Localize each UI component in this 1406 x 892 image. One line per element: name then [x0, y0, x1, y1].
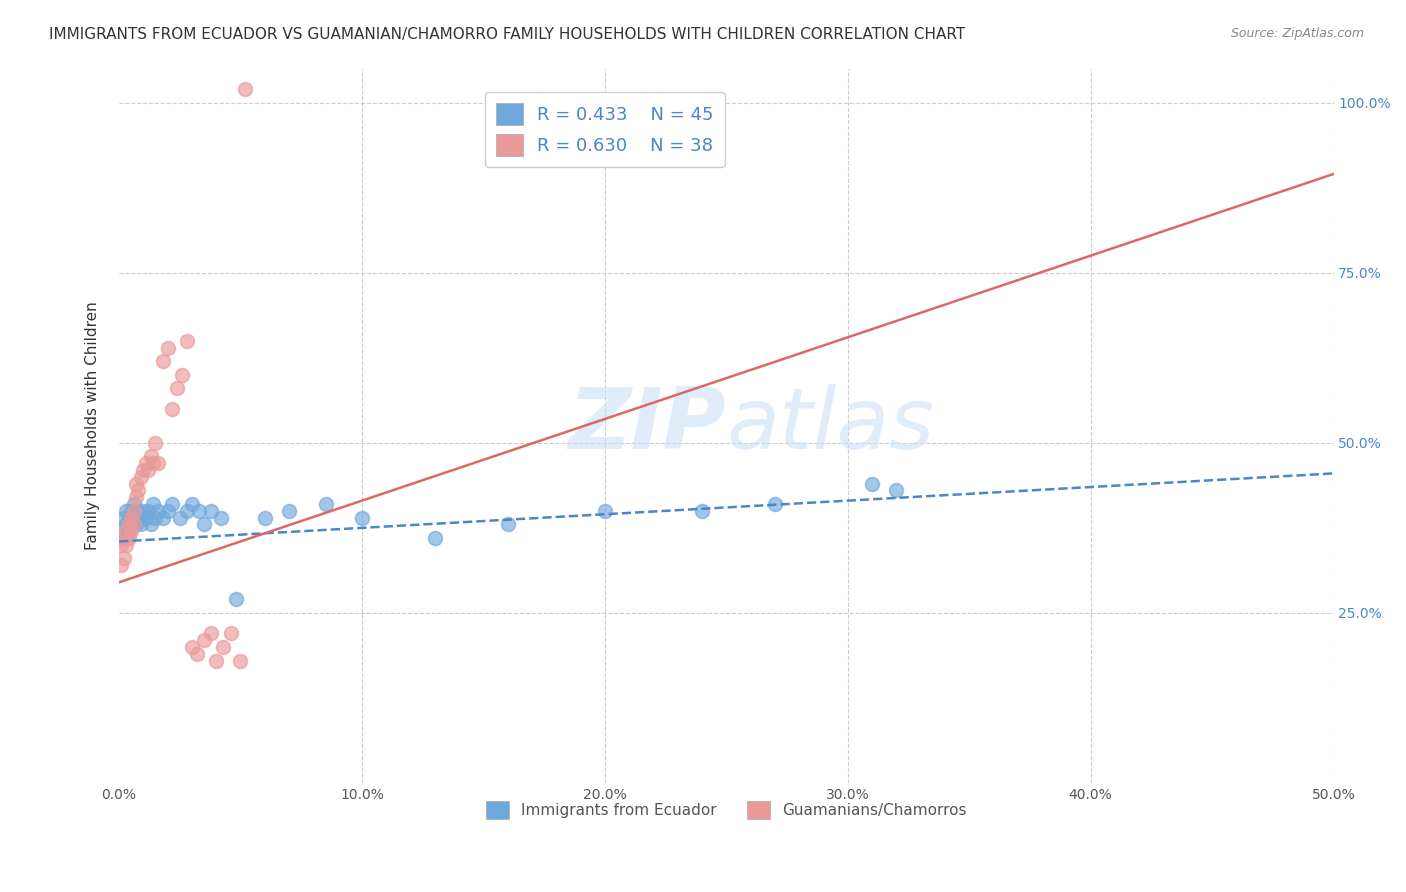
- Point: [350, 510, 373, 524]
- Point: [136, 463, 159, 477]
- Point: [135, 510, 157, 524]
- Point: [118, 524, 141, 539]
- Point: [763, 497, 786, 511]
- Point: [115, 504, 138, 518]
- Point: [253, 510, 276, 524]
- Point: [118, 510, 141, 524]
- Point: [120, 510, 142, 524]
- Point: [122, 497, 145, 511]
- Point: [139, 517, 162, 532]
- Point: [152, 354, 174, 368]
- Point: [127, 510, 149, 524]
- Point: [180, 640, 202, 654]
- Point: [212, 640, 235, 654]
- Point: [496, 517, 519, 532]
- Point: [136, 504, 159, 518]
- Point: [129, 470, 152, 484]
- Text: Source: ZipAtlas.com: Source: ZipAtlas.com: [1230, 27, 1364, 40]
- Point: [162, 497, 184, 511]
- Point: [125, 476, 148, 491]
- Point: [200, 504, 222, 518]
- Legend: Immigrants from Ecuador, Guamanians/Chamorros: Immigrants from Ecuador, Guamanians/Cham…: [479, 795, 973, 825]
- Point: [156, 341, 179, 355]
- Point: [593, 504, 616, 518]
- Point: [193, 633, 215, 648]
- Point: [142, 497, 165, 511]
- Point: [860, 476, 883, 491]
- Point: [225, 592, 247, 607]
- Point: [145, 510, 167, 524]
- Point: [142, 456, 165, 470]
- Point: [139, 450, 162, 464]
- Point: [132, 463, 155, 477]
- Point: [115, 517, 138, 532]
- Point: [112, 531, 135, 545]
- Point: [209, 510, 232, 524]
- Point: [166, 381, 188, 395]
- Y-axis label: Family Households with Children: Family Households with Children: [86, 301, 100, 550]
- Point: [129, 517, 152, 532]
- Point: [176, 334, 198, 348]
- Point: [278, 504, 301, 518]
- Point: [235, 82, 257, 96]
- Point: [200, 626, 222, 640]
- Point: [122, 504, 145, 518]
- Point: [172, 368, 194, 382]
- Point: [118, 517, 141, 532]
- Point: [176, 504, 198, 518]
- Point: [423, 531, 446, 545]
- Text: ZIP: ZIP: [568, 384, 727, 467]
- Text: IMMIGRANTS FROM ECUADOR VS GUAMANIAN/CHAMORRO FAMILY HOUSEHOLDS WITH CHILDREN CO: IMMIGRANTS FROM ECUADOR VS GUAMANIAN/CHA…: [49, 27, 966, 42]
- Point: [193, 517, 215, 532]
- Point: [112, 531, 135, 545]
- Point: [122, 517, 145, 532]
- Point: [229, 654, 252, 668]
- Point: [120, 504, 142, 518]
- Point: [156, 504, 179, 518]
- Point: [145, 435, 167, 450]
- Point: [110, 524, 132, 539]
- Point: [122, 517, 145, 532]
- Point: [120, 524, 142, 539]
- Point: [152, 510, 174, 524]
- Point: [315, 497, 337, 511]
- Point: [219, 626, 242, 640]
- Point: [205, 654, 228, 668]
- Point: [135, 456, 157, 470]
- Point: [115, 538, 138, 552]
- Point: [180, 497, 202, 511]
- Point: [120, 517, 142, 532]
- Point: [169, 510, 191, 524]
- Point: [162, 401, 184, 416]
- Point: [690, 504, 713, 518]
- Point: [118, 531, 141, 545]
- Point: [125, 490, 148, 504]
- Point: [884, 483, 907, 498]
- Point: [110, 558, 132, 573]
- Point: [188, 504, 211, 518]
- Point: [127, 504, 149, 518]
- Point: [127, 483, 149, 498]
- Point: [132, 504, 155, 518]
- Point: [110, 538, 132, 552]
- Point: [186, 647, 208, 661]
- Point: [146, 456, 169, 470]
- Point: [125, 510, 148, 524]
- Point: [125, 517, 148, 532]
- Point: [112, 551, 135, 566]
- Point: [146, 504, 169, 518]
- Text: atlas: atlas: [727, 384, 934, 467]
- Point: [115, 524, 138, 539]
- Point: [112, 510, 135, 524]
